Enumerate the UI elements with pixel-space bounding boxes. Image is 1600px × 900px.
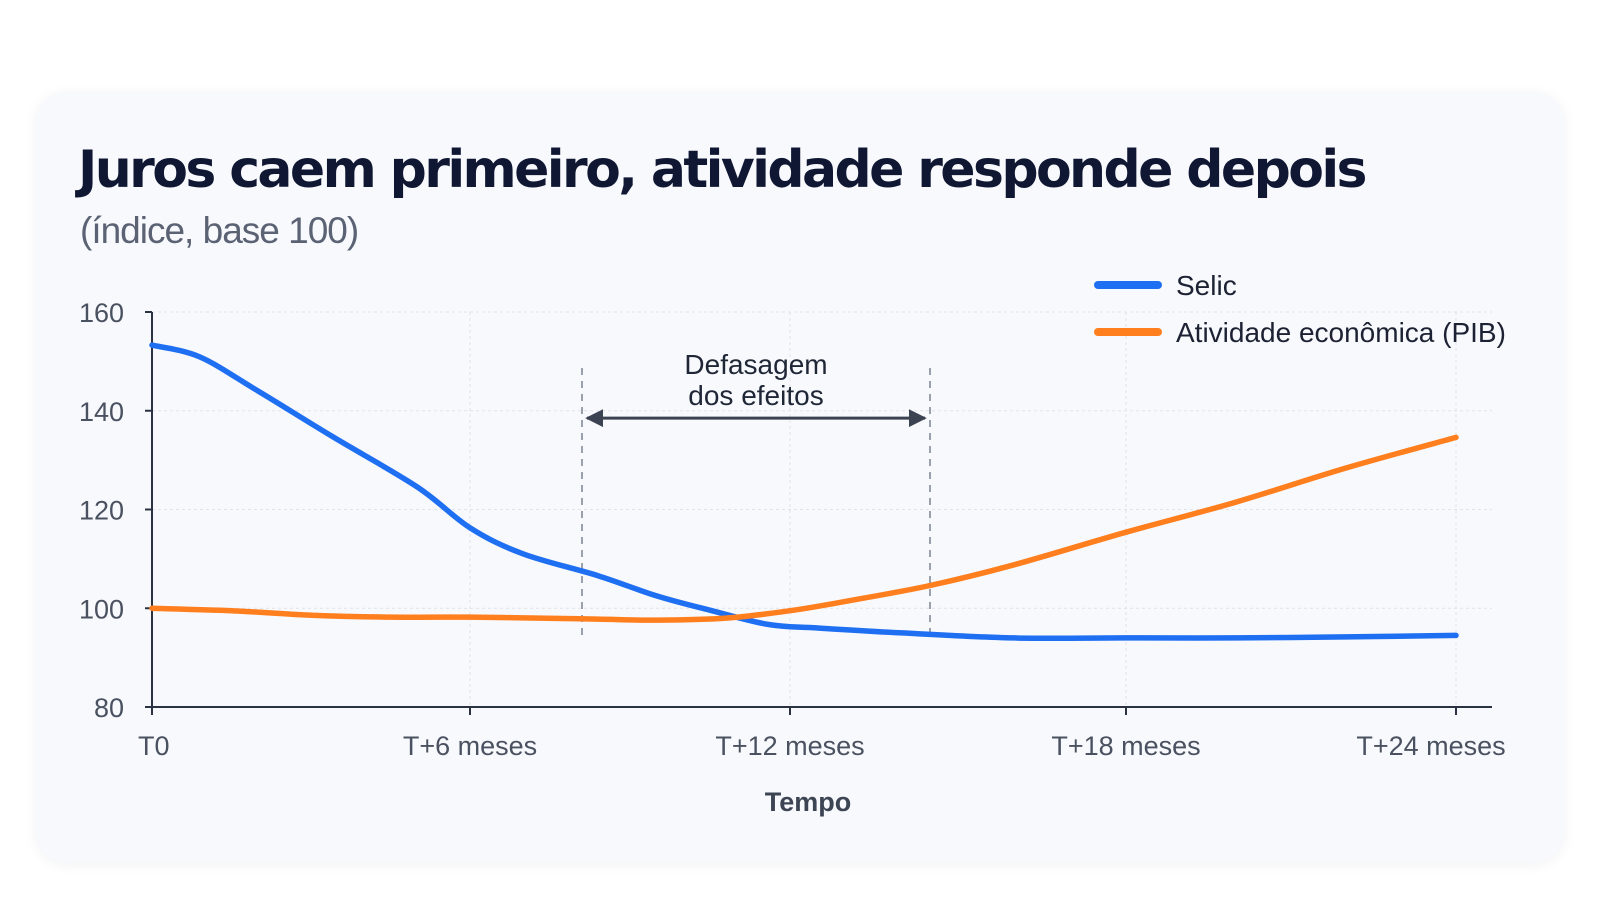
annotation-text: dos efeitos bbox=[688, 380, 823, 411]
selic-line bbox=[149, 342, 1459, 642]
legend-label: Selic bbox=[1176, 270, 1237, 301]
x-tick-label: T+18 meses bbox=[1051, 731, 1200, 761]
pib-line bbox=[149, 434, 1459, 623]
y-tick-label: 120 bbox=[79, 496, 124, 526]
chart-subtitle: (índice, base 100) bbox=[80, 210, 359, 251]
series-lines bbox=[149, 342, 1459, 642]
x-tick-label: T+12 meses bbox=[715, 731, 864, 761]
legend: Selic Atividade econômica (PIB) bbox=[1094, 270, 1506, 348]
grid-lines bbox=[152, 311, 1492, 707]
y-tick-label: 160 bbox=[79, 298, 124, 328]
x-tick-label: T+6 meses bbox=[403, 731, 537, 761]
x-tick-label: T+24 meses bbox=[1356, 731, 1505, 761]
axes: 80 100 120 140 160 T0 T+6 meses T+12 meses T+18 … bbox=[79, 298, 1506, 761]
legend-label: Atividade econômica (PIB) bbox=[1176, 317, 1506, 348]
y-tick-label: 80 bbox=[94, 693, 124, 723]
x-tick-label: T0 bbox=[138, 731, 170, 761]
y-tick-label: 100 bbox=[79, 594, 124, 624]
y-tick-label: 140 bbox=[79, 397, 124, 427]
annotation-text: Defasagem bbox=[684, 349, 827, 380]
chart-title: Juros caem primeiro, atividade responde … bbox=[78, 140, 1367, 200]
x-axis-label: Tempo bbox=[765, 787, 852, 817]
